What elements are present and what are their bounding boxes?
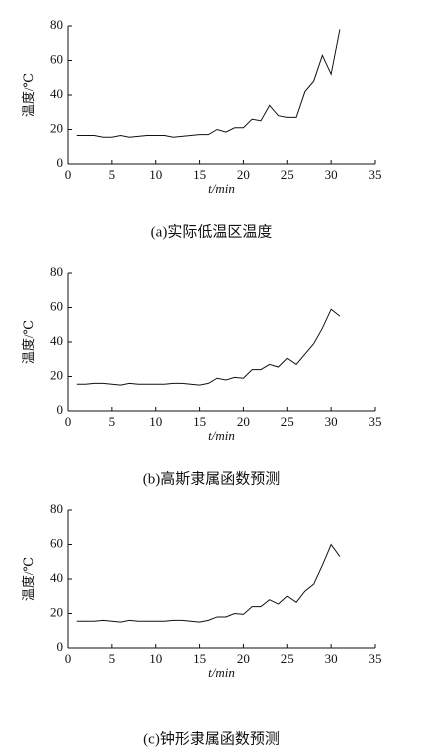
x-tick-label: 15 [193, 651, 206, 666]
x-tick-label: 10 [149, 167, 162, 182]
x-tick-label: 5 [109, 414, 116, 429]
x-tick-label: 25 [281, 651, 294, 666]
x-tick-label: 10 [149, 651, 162, 666]
y-tick-label: 80 [50, 17, 63, 32]
x-tick-label: 30 [325, 414, 338, 429]
y-tick-label: 0 [57, 639, 64, 654]
y-tick-label: 80 [50, 264, 63, 279]
x-tick-label: 5 [109, 651, 116, 666]
y-axis-label: 温度/℃ [21, 557, 36, 601]
series-line [76, 29, 341, 138]
caption: (c)钟形隶属函数预测 [143, 730, 280, 747]
y-tick-label: 40 [50, 570, 63, 585]
x-axis-label: t/min [208, 428, 235, 443]
y-tick-label: 60 [50, 535, 63, 550]
x-tick-label: 35 [369, 414, 382, 429]
y-tick-label: 40 [50, 333, 63, 348]
x-tick-label: 20 [237, 167, 250, 182]
x-tick-label: 15 [193, 414, 206, 429]
x-tick-label: 25 [281, 414, 294, 429]
y-tick-label: 20 [50, 120, 63, 135]
x-axis-label: t/min [208, 181, 235, 196]
y-tick-label: 0 [57, 402, 64, 417]
y-tick-label: 20 [50, 367, 63, 382]
x-tick-label: 5 [109, 167, 116, 182]
y-tick-label: 60 [50, 51, 63, 66]
x-tick-label: 10 [149, 414, 162, 429]
x-tick-label: 0 [65, 651, 72, 666]
series-line [76, 543, 341, 623]
y-tick-label: 20 [50, 604, 63, 619]
x-tick-label: 30 [325, 651, 338, 666]
caption: (a)实际低温区温度 [151, 223, 273, 240]
y-tick-label: 80 [50, 501, 63, 516]
x-tick-label: 0 [65, 167, 72, 182]
y-axis-label: 温度/℃ [21, 320, 36, 364]
x-tick-label: 15 [193, 167, 206, 182]
x-tick-label: 25 [281, 167, 294, 182]
x-tick-label: 20 [237, 414, 250, 429]
x-tick-label: 0 [65, 414, 72, 429]
series-line [76, 308, 341, 386]
x-tick-label: 20 [237, 651, 250, 666]
x-tick-label: 35 [369, 167, 382, 182]
x-tick-label: 35 [369, 651, 382, 666]
x-axis-label: t/min [208, 665, 235, 680]
x-tick-label: 30 [325, 167, 338, 182]
y-tick-label: 0 [57, 155, 64, 170]
y-axis-label: 温度/℃ [21, 73, 36, 117]
y-tick-label: 60 [50, 298, 63, 313]
caption: (b)高斯隶属函数预测 [143, 470, 281, 487]
y-tick-label: 40 [50, 86, 63, 101]
